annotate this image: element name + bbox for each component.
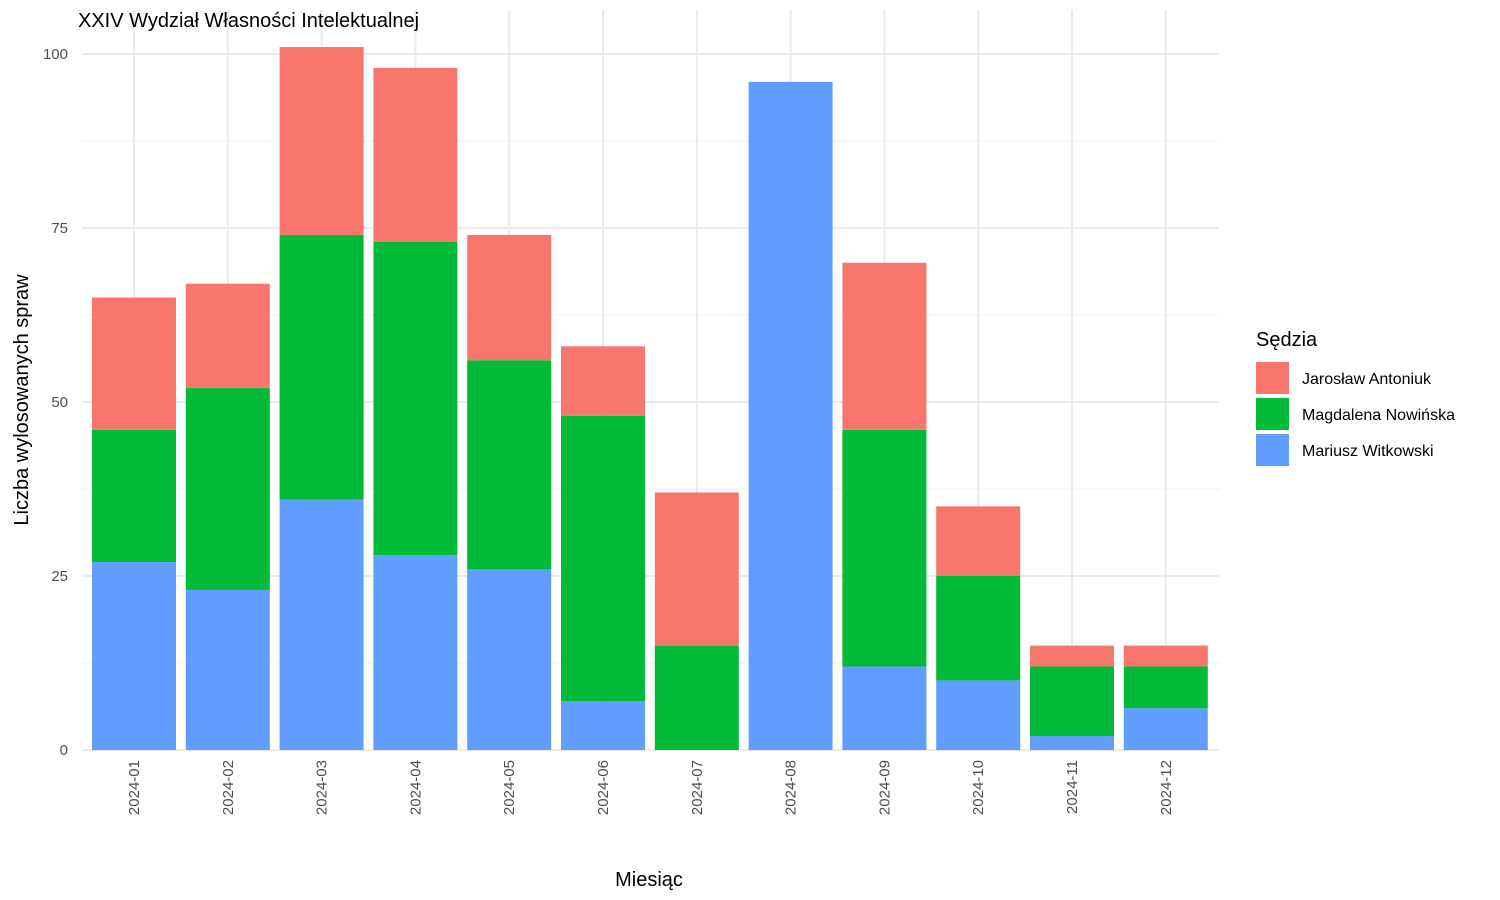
y-tick-label: 0 bbox=[60, 742, 68, 759]
legend-items: Jarosław Antoniuk Magdalena Nowińska Mariu… bbox=[1256, 362, 1455, 466]
bar-segment bbox=[185, 388, 270, 590]
x-tick-label: 2024-12 bbox=[1158, 760, 1175, 815]
x-axis-ticks: 2024-01 2024-02 2024-03 2024-04 2024-05 2024-… bbox=[126, 760, 1175, 815]
legend-label: Magdalena Nowińska bbox=[1302, 407, 1455, 424]
bar-segment bbox=[842, 429, 927, 667]
bar-segment bbox=[842, 262, 927, 430]
bar-segment bbox=[467, 360, 552, 570]
y-axis-ticks: 0 25 50 75 100 bbox=[43, 46, 68, 759]
bar-segment bbox=[1030, 645, 1114, 667]
bar-segment bbox=[373, 67, 458, 242]
bar-segment bbox=[1030, 666, 1114, 737]
bar-segment bbox=[279, 499, 364, 750]
x-tick-label: 2024-08 bbox=[783, 760, 800, 815]
bar-segment bbox=[936, 680, 1021, 750]
bar-segment bbox=[842, 666, 927, 750]
bar-segment bbox=[561, 346, 645, 416]
bar-segment bbox=[748, 81, 833, 751]
bar-segment bbox=[92, 297, 176, 430]
y-tick-label: 100 bbox=[43, 46, 68, 63]
bar-segment bbox=[373, 241, 458, 556]
bar-segment bbox=[654, 645, 739, 750]
bar-segment bbox=[1030, 736, 1114, 750]
bar-segment bbox=[185, 589, 270, 750]
bar-segment bbox=[279, 47, 364, 235]
legend: Sędzia Jarosław Antoniuk Magdalena Nowińs… bbox=[1256, 329, 1455, 466]
bar-segment bbox=[1123, 645, 1208, 667]
x-tick-label: 2024-06 bbox=[595, 760, 612, 815]
x-tick-label: 2024-05 bbox=[501, 760, 518, 815]
y-tick-label: 25 bbox=[51, 568, 68, 585]
bar-segment bbox=[373, 555, 458, 750]
bar-segment bbox=[561, 415, 645, 702]
bar-segment bbox=[1123, 666, 1208, 709]
legend-swatch bbox=[1256, 434, 1289, 466]
legend-title: Sędzia bbox=[1256, 329, 1318, 351]
x-tick-label: 2024-03 bbox=[314, 760, 331, 815]
legend-label: Mariusz Witkowski bbox=[1302, 443, 1434, 460]
x-tick-label: 2024-11 bbox=[1064, 760, 1081, 814]
x-tick-label: 2024-02 bbox=[220, 760, 237, 815]
bar-segment bbox=[936, 576, 1021, 681]
bars bbox=[92, 47, 1208, 751]
x-tick-label: 2024-10 bbox=[970, 760, 987, 815]
bar-segment bbox=[936, 506, 1021, 576]
bar-segment bbox=[467, 569, 552, 750]
x-tick-label: 2024-07 bbox=[689, 760, 706, 815]
bar-segment bbox=[654, 492, 739, 646]
bar-segment bbox=[92, 562, 176, 750]
chart-title: XXIV Wydział Własności Intelektualnej bbox=[78, 10, 419, 32]
legend-swatch bbox=[1256, 398, 1289, 430]
legend-label: Jarosław Antoniuk bbox=[1302, 371, 1432, 388]
bar-segment bbox=[467, 234, 552, 361]
x-axis-title: Miesiąc bbox=[615, 869, 683, 891]
y-axis-title: Liczba wylosowanych spraw bbox=[11, 274, 33, 526]
x-tick-label: 2024-04 bbox=[407, 760, 424, 815]
legend-swatch bbox=[1256, 362, 1289, 394]
bar-segment bbox=[561, 701, 645, 750]
y-tick-label: 50 bbox=[51, 394, 68, 411]
x-tick-label: 2024-01 bbox=[126, 760, 143, 815]
bar-segment bbox=[279, 234, 364, 500]
x-tick-label: 2024-09 bbox=[876, 760, 893, 815]
y-tick-label: 75 bbox=[51, 220, 68, 237]
bar-segment bbox=[92, 429, 176, 563]
bar-segment bbox=[1123, 708, 1208, 750]
bar-segment bbox=[185, 283, 270, 389]
